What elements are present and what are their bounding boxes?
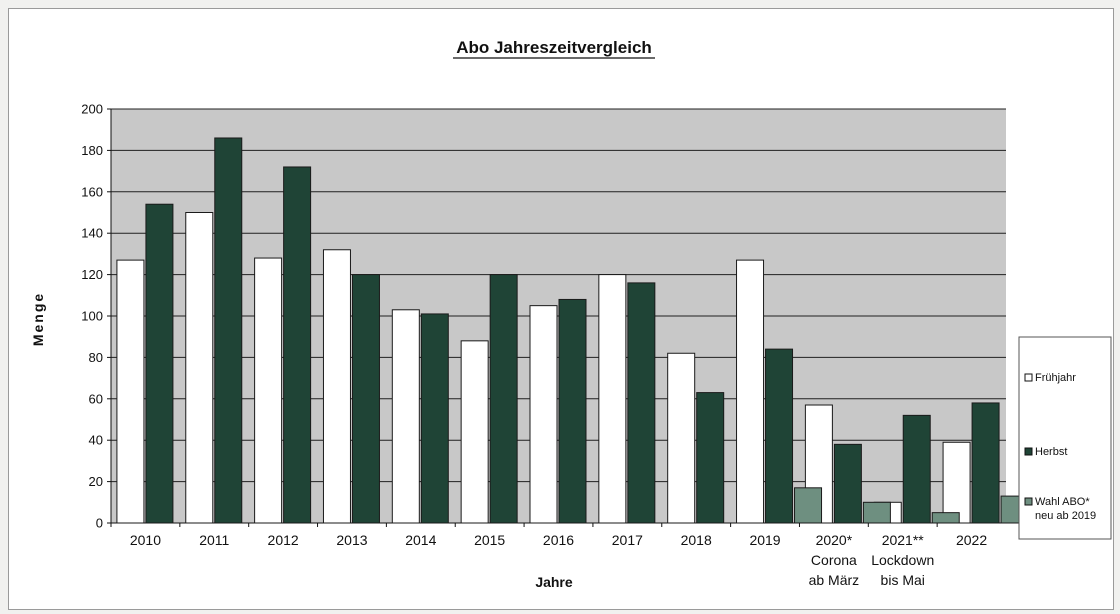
chart-frame: Abo Jahreszeitvergleich 0 20 40 60 80 100 120 1… [8, 8, 1114, 610]
x-category-label: ab März [809, 572, 860, 588]
x-category-label: 2015 [474, 532, 505, 548]
bar-0-2 [254, 257, 283, 524]
bar-0-6 [529, 305, 558, 524]
bar-0-3 [322, 249, 351, 524]
legend-label-0: Frühjahr [1035, 372, 1076, 384]
x-category-label: 2016 [543, 532, 574, 548]
bar-1-7 [627, 282, 656, 524]
bar-1-12 [971, 402, 1000, 524]
bar-0-1 [185, 212, 214, 524]
y-tick-label: 20 [89, 474, 103, 489]
bar-0-0 [116, 259, 145, 524]
x-category-label: 2012 [268, 532, 299, 548]
x-category-label: 2017 [612, 532, 643, 548]
bar-0-7 [598, 274, 627, 524]
x-category-label: 2021** [882, 532, 925, 548]
y-axis-label: Menge [30, 292, 46, 346]
bar-1-3 [351, 274, 380, 524]
y-tick-label: 80 [89, 350, 103, 365]
legend-label-2: Wahl ABO* [1035, 496, 1090, 508]
y-tick-label: 140 [81, 226, 103, 241]
legend-swatch-1 [1024, 447, 1033, 456]
x-category-label: 2011 [199, 532, 229, 548]
x-category-label: 2018 [681, 532, 712, 548]
x-category-label: 2013 [336, 532, 367, 548]
x-axis-label: Jahre [535, 574, 573, 590]
legend-label-1: Herbst [1035, 446, 1067, 458]
bar-1-9 [765, 348, 794, 524]
bar-0-8 [667, 352, 696, 524]
y-tick-label: 0 [96, 516, 103, 531]
x-category-label: 2014 [405, 532, 436, 548]
legend-swatch-2 [1024, 497, 1033, 506]
bar-1-10 [833, 443, 862, 524]
season-comparison-chart: Abo Jahreszeitvergleich 0 20 40 60 80 100 120 1… [30, 38, 1112, 590]
y-tick-label: 60 [89, 391, 103, 406]
y-tick-label: 120 [81, 267, 103, 282]
x-category-label: 2020* [816, 532, 853, 548]
bar-2-11 [931, 512, 960, 524]
y-tick-label: 40 [89, 433, 103, 448]
bar-1-0 [145, 203, 174, 524]
bar-2-10 [862, 501, 891, 524]
x-category-label: Corona [811, 552, 857, 568]
bar-1-11 [902, 414, 931, 524]
bar-0-12 [942, 441, 971, 524]
legend-box [1018, 336, 1112, 540]
bar-2-9 [794, 487, 823, 524]
bar-0-5 [460, 340, 489, 524]
legend-label-2: neu ab 2019 [1035, 510, 1096, 522]
x-category-label: 2019 [749, 532, 780, 548]
bar-0-4 [391, 309, 420, 524]
bar-1-6 [558, 298, 587, 524]
y-tick-label: 200 [81, 102, 103, 117]
y-tick-label: 180 [81, 143, 103, 158]
bar-1-5 [489, 274, 518, 524]
bar-1-2 [283, 166, 312, 524]
x-category-label: 2010 [130, 532, 161, 548]
bar-1-1 [214, 137, 243, 524]
legend: Frühjahr Herbst Wahl ABO* neu ab 2019 [1018, 336, 1112, 540]
x-category-label: bis Mai [881, 572, 925, 588]
legend-swatch-0 [1024, 373, 1033, 382]
y-tick-label: 160 [81, 184, 103, 199]
x-category-label: 2022 [956, 532, 987, 548]
bar-1-4 [420, 313, 449, 524]
chart-title: Abo Jahreszeitvergleich [456, 38, 652, 57]
y-tick-label: 100 [81, 309, 103, 324]
bar-1-8 [696, 392, 725, 524]
bar-0-9 [736, 259, 765, 524]
x-category-label: Lockdown [871, 552, 934, 568]
